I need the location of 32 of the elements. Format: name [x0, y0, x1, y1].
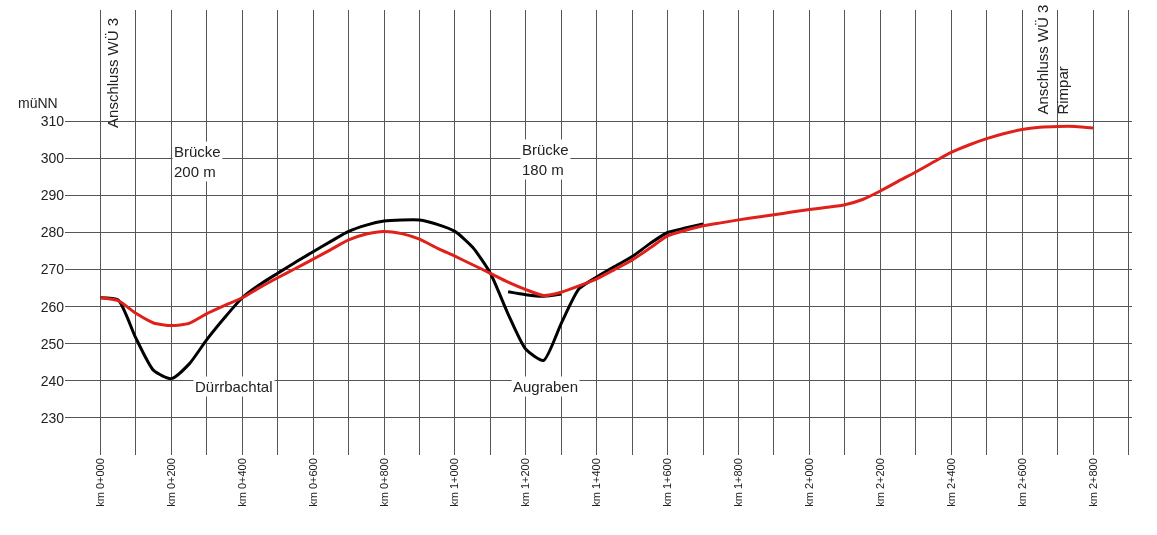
annotation: Brücke 200 m: [174, 143, 221, 180]
y-tick-label: 240: [40, 372, 65, 389]
x-tick-label: km 2+000: [802, 458, 815, 507]
y-tick-label: 310: [40, 113, 65, 130]
y-tick-label: 230: [40, 409, 65, 426]
y-tick-label: 280: [40, 224, 65, 241]
line-series: [98, 218, 705, 381]
x-tick-label: km 1+800: [732, 458, 745, 507]
y-tick-label: 300: [40, 150, 65, 167]
x-tick-label: km 2+200: [873, 458, 886, 507]
annotation: Anschluss WÜ 3 Rimpar: [1034, 4, 1071, 115]
x-tick-label: km 0+800: [377, 458, 390, 507]
x-tick-label: km 1+400: [590, 458, 603, 507]
annotation: Dürrbachtal: [195, 378, 273, 395]
x-tick-label: km 0+600: [306, 458, 319, 507]
annotation: Augraben: [513, 378, 579, 395]
y-tick-label: 250: [40, 335, 65, 352]
y-tick-label: 260: [40, 298, 65, 315]
x-tick-label: km 1+000: [448, 458, 461, 507]
y-axis-title: müNN: [18, 95, 58, 111]
annotation: Anschluss WÜ 3: [103, 17, 121, 128]
x-tick-label: km 0+400: [235, 458, 248, 507]
x-tick-label: km 2+800: [1086, 458, 1099, 507]
x-tick-label: km 2+600: [1015, 458, 1028, 507]
x-tick-label: km 0+000: [94, 458, 107, 507]
x-tick-label: km 0+200: [164, 458, 177, 507]
x-tick-label: km 1+200: [519, 458, 532, 507]
y-tick-label: 270: [40, 261, 65, 278]
y-tick-label: 290: [40, 187, 65, 204]
x-tick-label: km 1+600: [661, 458, 674, 507]
annotation: Brücke 180 m: [522, 141, 569, 178]
x-tick-label: km 2+400: [944, 458, 957, 507]
